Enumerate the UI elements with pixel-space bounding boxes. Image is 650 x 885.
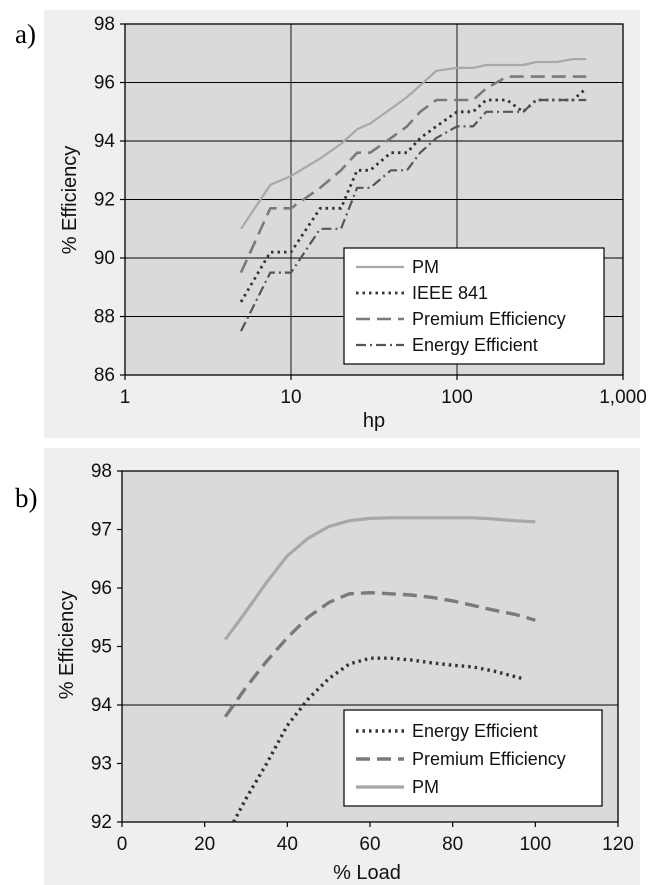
x-tick-label: 1,000	[599, 387, 647, 408]
chart-a-series	[239, 57, 588, 332]
chart-b-ylabel: % Efficiency	[56, 591, 78, 700]
x-tick-label: 0	[117, 834, 128, 855]
chart-b-panel-label: b)	[15, 483, 38, 513]
x-tick-label: 1	[120, 387, 131, 408]
x-tick-label: 40	[277, 834, 298, 855]
legend-label: IEEE 841	[412, 283, 488, 303]
y-tick-label: 88	[94, 307, 115, 328]
y-tick-label: 86	[94, 365, 115, 386]
legend-label: PM	[412, 257, 439, 277]
y-tick-label: 98	[91, 461, 112, 482]
chart-a-panel-label: a)	[15, 19, 36, 49]
y-tick-label: 97	[91, 520, 112, 541]
legend-label: Premium Efficiency	[412, 749, 566, 769]
series-line-premium-efficiency	[239, 75, 587, 274]
x-tick-label: 10	[280, 387, 301, 408]
x-tick-label: 100	[441, 387, 473, 408]
chart-b-series	[223, 516, 536, 823]
y-tick-label: 96	[94, 73, 115, 94]
y-tick-label: 95	[91, 637, 112, 658]
chart-b: 92 93 94 95 96 97 98 0 20 40 60 80 100 120 b) % Effic…	[15, 448, 640, 885]
chart-b-ticks: 92 93 94 95 96 97 98 0 20 40 60 80 100 120	[91, 461, 634, 855]
x-tick-label: 60	[359, 834, 380, 855]
x-tick-label: 80	[442, 834, 463, 855]
x-tick-label: 100	[519, 834, 551, 855]
y-tick-label: 93	[91, 754, 112, 775]
chart-a-ticks: 86 88 90 92 94 96 98 1 10 100 1,000	[94, 14, 647, 408]
y-tick-label: 92	[94, 190, 115, 211]
chart-a-ylabel: % Efficiency	[59, 146, 81, 255]
y-tick-label: 96	[91, 578, 112, 599]
series-line-energy-efficient	[240, 98, 587, 332]
legend-label: Premium Efficiency	[412, 309, 566, 329]
series-line-pm	[240, 57, 587, 230]
y-tick-label: 94	[94, 131, 116, 152]
y-tick-label: 98	[94, 14, 115, 35]
legend-label: Energy Efficient	[412, 721, 538, 741]
series-line-premium-efficiency	[223, 591, 536, 718]
chart-b-xlabel: % Load	[333, 862, 401, 884]
chart-a: 86 88 90 92 94 96 98 1 10 100 1,000 a) % Efficienc…	[15, 10, 647, 438]
legend-label: Energy Efficient	[412, 335, 538, 355]
y-tick-label: 92	[91, 812, 112, 833]
x-tick-label: 120	[602, 834, 634, 855]
chart-a-xlabel: hp	[363, 410, 385, 432]
chart-a-legend: PM IEEE 841 Premium Efficiency Energy Effic…	[343, 247, 605, 365]
x-tick-label: 20	[194, 834, 215, 855]
series-line-pm	[224, 516, 536, 641]
legend-label: PM	[412, 777, 439, 797]
y-tick-label: 94	[91, 695, 113, 716]
chart-b-legend: Energy Efficient Premium Efficiency PM	[343, 709, 603, 807]
y-tick-label: 90	[94, 248, 115, 269]
